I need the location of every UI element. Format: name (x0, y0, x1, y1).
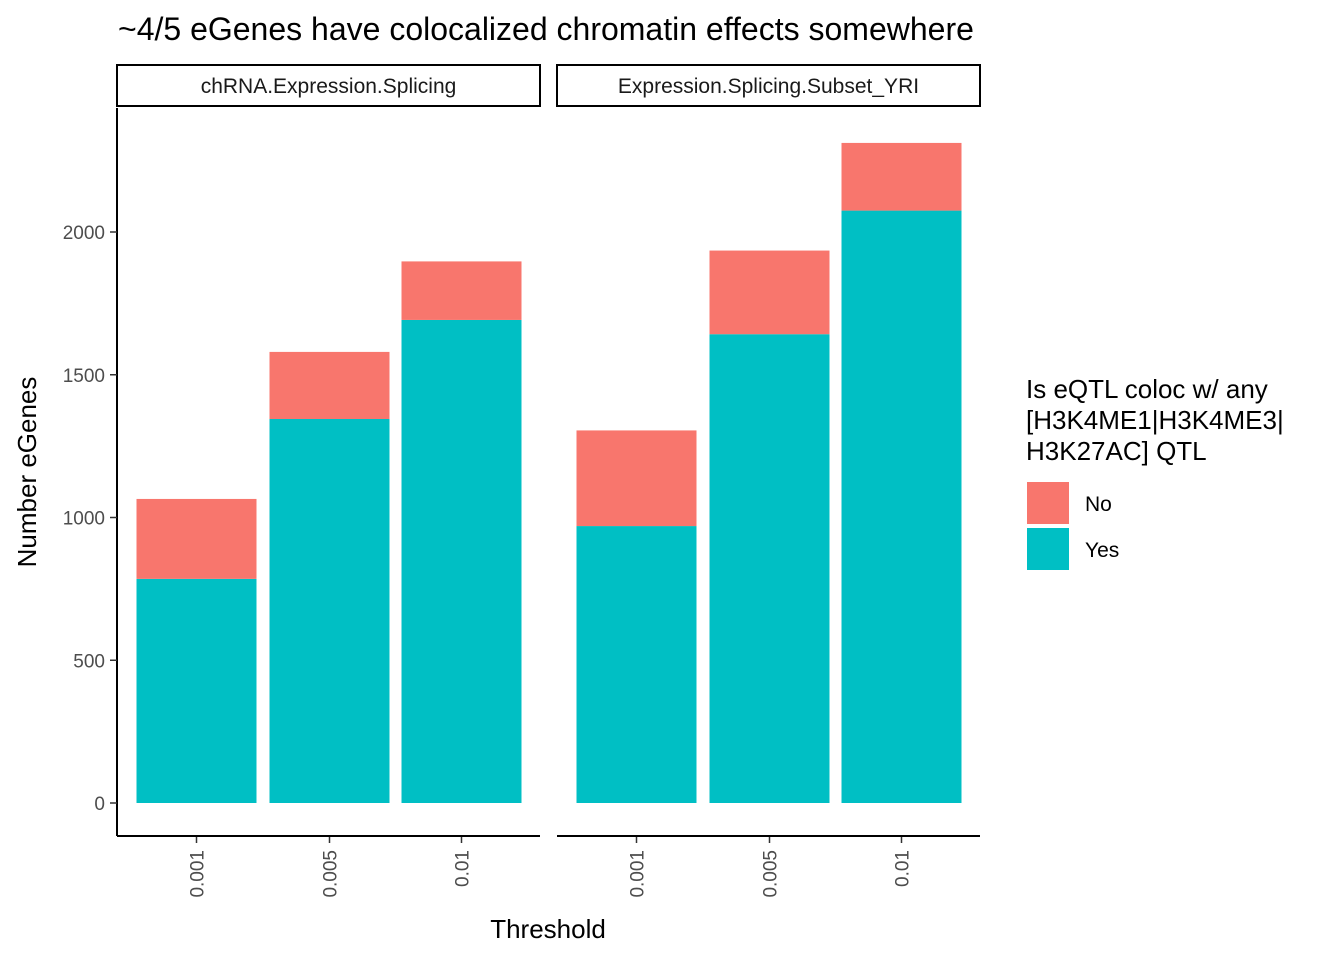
facet-strip-label: chRNA.Expression.Splicing (201, 75, 457, 98)
y-tick-label: 0 (94, 794, 105, 815)
x-tick-label: 0.001 (188, 850, 209, 898)
facet-strip (116, 64, 541, 107)
bar-no (269, 351, 390, 420)
legend: Is eQTL coloc w/ any[H3K4ME1|H3K4ME3|H3K… (1026, 374, 1284, 570)
legend-label-no: No (1085, 493, 1112, 516)
bar-no (841, 142, 962, 211)
bar-yes (136, 578, 257, 803)
bar-yes (401, 319, 522, 803)
x-tick-label: 0.01 (893, 850, 914, 887)
x-tick-label: 0.01 (453, 850, 474, 887)
facets: chRNA.Expression.Splicing 0.001 0.005 0.01 0… (63, 64, 981, 898)
bar-no (136, 498, 257, 579)
bar-no (709, 250, 830, 335)
x-axis-label: Threshold (490, 914, 606, 944)
bar-yes (269, 419, 390, 803)
bar-no (576, 430, 697, 527)
facet-1: chRNA.Expression.Splicing 0.001 0.005 0.01 0… (63, 64, 541, 898)
bar-yes (576, 526, 697, 803)
bar-yes (841, 210, 962, 803)
facet-strip-label: Expression.Splicing.Subset_YRI (618, 75, 919, 98)
x-tick-label: 0.005 (321, 850, 342, 898)
y-tick-label: 500 (73, 651, 105, 672)
bar-no (401, 261, 522, 320)
y-tick-label: 1500 (63, 366, 105, 387)
x-tick-label: 0.005 (761, 850, 782, 898)
facet-2: Expression.Splicing.Subset_YRI 0.001 0.005… (556, 64, 981, 898)
x-tick-label: 0.001 (628, 850, 649, 898)
legend-swatch-no (1027, 482, 1069, 524)
legend-title-line: Is eQTL coloc w/ any (1026, 374, 1268, 404)
y-tick-label: 2000 (63, 223, 105, 244)
facet-strip (556, 64, 981, 107)
legend-title-line: H3K27AC] QTL (1026, 436, 1207, 466)
legend-swatch-yes (1027, 528, 1069, 570)
y-tick-label: 1000 (63, 509, 105, 530)
chart-title: ~4/5 eGenes have colocalized chromatin e… (118, 11, 974, 47)
legend-label-yes: Yes (1085, 539, 1119, 562)
y-axis-label: Number eGenes (12, 377, 42, 568)
legend-title-line: [H3K4ME1|H3K4ME3| (1026, 405, 1284, 435)
bar-yes (709, 334, 830, 803)
